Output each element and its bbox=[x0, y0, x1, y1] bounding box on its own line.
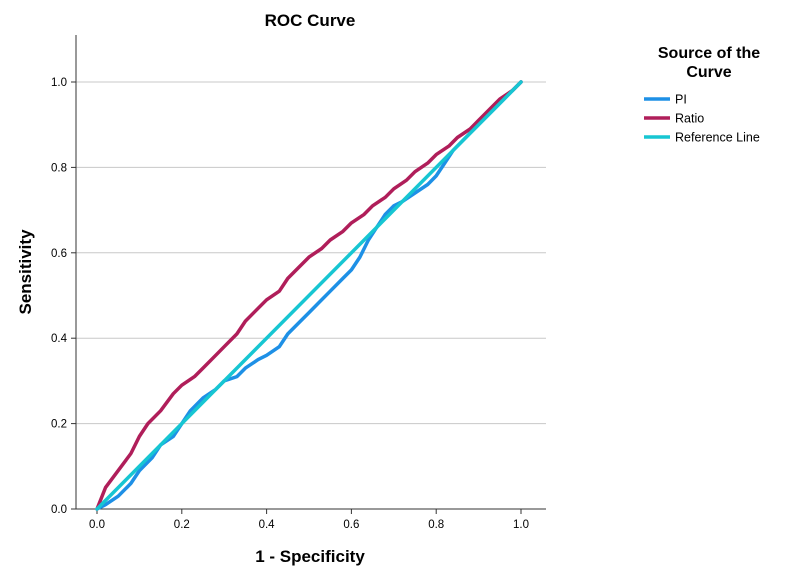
y-tick-label: 0.0 bbox=[51, 504, 67, 516]
y-tick-label: 0.6 bbox=[51, 248, 67, 260]
x-axis-ticks: 0.0 0.2 0.4 0.6 0.8 1.0 bbox=[89, 509, 529, 531]
series-line-ratio bbox=[95, 80, 523, 511]
gridlines bbox=[76, 81, 546, 425]
legend-label-reference-line: Reference Line bbox=[675, 131, 760, 145]
y-tick-label: 0.4 bbox=[51, 333, 68, 345]
legend: Source of the Curve PI Ratio Reference Lin… bbox=[644, 45, 760, 145]
y-axis-label: Sensitivity bbox=[16, 229, 35, 315]
x-tick-label: 0.4 bbox=[259, 519, 276, 531]
legend-items: PI Ratio Reference Line bbox=[644, 93, 760, 145]
legend-title-line1: Source of the bbox=[658, 45, 760, 62]
y-axis-ticks: 0.0 0.2 0.4 0.6 0.8 1.0 bbox=[51, 77, 76, 516]
y-tick-label: 0.2 bbox=[51, 419, 67, 431]
x-tick-label: 0.8 bbox=[428, 519, 444, 531]
series-lines bbox=[95, 80, 523, 511]
legend-title-line2: Curve bbox=[686, 64, 731, 81]
x-tick-label: 0.2 bbox=[174, 519, 190, 531]
y-tick-label: 0.8 bbox=[51, 162, 67, 174]
series-line-reference-line bbox=[95, 80, 523, 511]
x-tick-label: 0.6 bbox=[343, 519, 359, 531]
y-tick-label: 1.0 bbox=[51, 77, 67, 89]
axes bbox=[75, 35, 546, 510]
chart-title: ROC Curve bbox=[265, 11, 356, 30]
x-axis-label: 1 - Specificity bbox=[255, 547, 365, 566]
legend-label-ratio: Ratio bbox=[675, 112, 704, 126]
legend-label-pi: PI bbox=[675, 93, 687, 107]
x-tick-label: 1.0 bbox=[513, 519, 529, 531]
x-tick-label: 0.0 bbox=[89, 519, 105, 531]
